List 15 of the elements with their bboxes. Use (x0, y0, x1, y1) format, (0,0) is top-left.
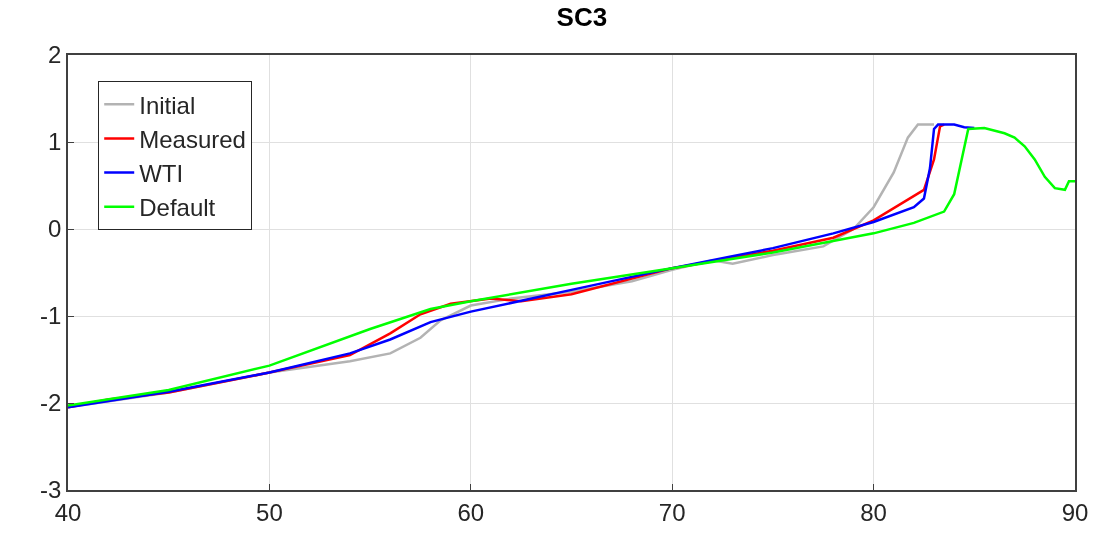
legend-label: Measured (139, 125, 246, 153)
x-tick-label: 80 (860, 498, 887, 526)
legend-label: Initial (139, 91, 196, 119)
y-tick-label: 2 (48, 41, 62, 69)
y-tick-label: -1 (40, 302, 62, 330)
legend-label: WTI (139, 159, 184, 187)
legend-label: Default (139, 194, 216, 222)
y-tick-label: 0 (48, 215, 62, 243)
y-tick-label: -2 (40, 389, 62, 417)
y-tick-label: 1 (48, 128, 62, 156)
x-tick-label: 70 (658, 498, 686, 526)
chart-title: SC3 (556, 2, 608, 33)
x-tick-label: 60 (457, 498, 485, 526)
x-tick-label: 50 (256, 498, 283, 526)
x-tick-label: 90 (1061, 498, 1089, 526)
